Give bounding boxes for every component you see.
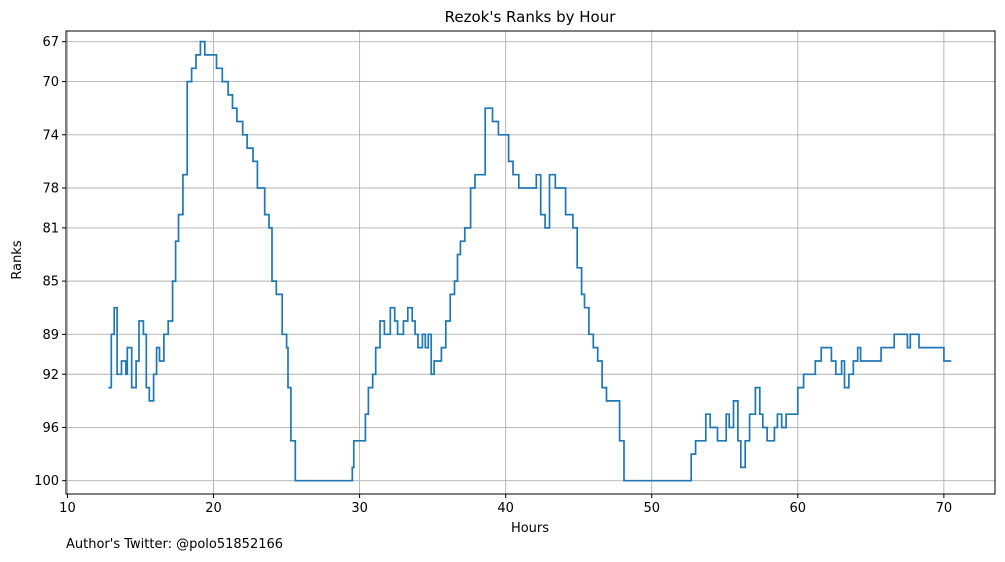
y-axis-label: Ranks [10,240,25,279]
y-tick-label: 70 [42,75,59,90]
y-tick-label: 92 [42,368,59,383]
x-tick-label: 50 [643,501,660,516]
x-axis-ticks: 10 20 30 40 50 60 70 [59,494,952,516]
y-tick-label: 85 [42,275,59,290]
y-tick-label: 100 [34,474,59,489]
rank-series-line [108,40,952,482]
x-tick-label: 10 [59,501,76,516]
y-tick-label: 74 [42,128,59,143]
x-axis-label: Hours [511,521,549,536]
y-tick-label: 89 [42,328,59,343]
y-tick-label: 78 [42,181,59,196]
y-axis-ticks: 67 70 74 78 81 85 89 92 96 100 [34,35,66,489]
x-tick-label: 30 [351,501,368,516]
plot-frame [65,30,996,495]
y-tick-label: 96 [42,421,59,436]
chart-title: Rezok's Ranks by Hour [445,8,617,26]
y-tick-label: 67 [42,35,59,50]
x-tick-label: 60 [790,501,807,516]
x-tick-label: 20 [205,501,222,516]
x-tick-label: 40 [497,501,514,516]
y-tick-label: 81 [42,221,59,236]
grid-lines [66,31,995,494]
author-credit: Author's Twitter: @polo51852166 [66,537,284,552]
x-tick-label: 70 [936,501,953,516]
